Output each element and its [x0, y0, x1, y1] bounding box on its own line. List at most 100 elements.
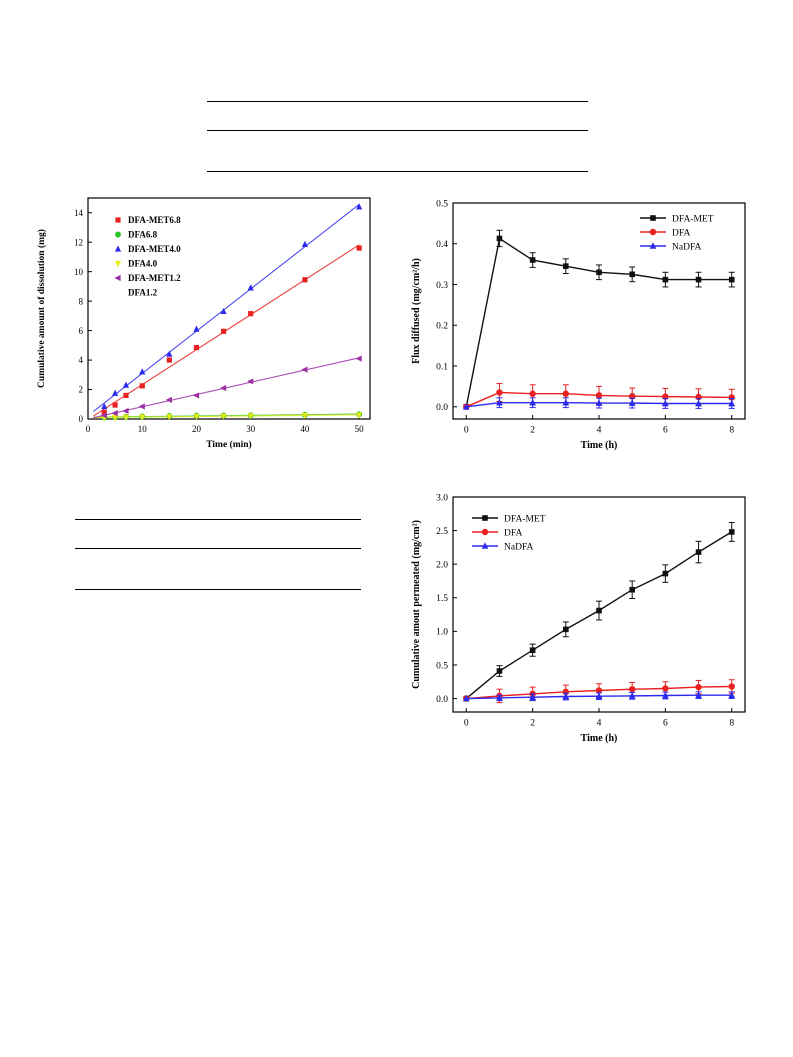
data-point — [193, 413, 200, 420]
data-point — [166, 357, 172, 363]
data-point — [112, 402, 118, 408]
legend-label: NaDFA — [504, 542, 534, 552]
data-point — [662, 399, 669, 407]
data-point — [728, 691, 736, 699]
legend-marker — [649, 242, 657, 249]
data-point — [355, 355, 362, 362]
y-tick-label: 0.5 — [436, 661, 448, 671]
data-point — [529, 398, 536, 406]
legend-label: DFA-MET4.0 — [128, 244, 181, 254]
y-tick-label: 2.0 — [436, 561, 448, 571]
data-point — [595, 392, 603, 399]
x-axis-title: Time (h) — [581, 440, 618, 451]
data-point — [563, 626, 569, 633]
data-point — [563, 263, 569, 269]
data-point — [496, 398, 503, 406]
legend: DFA-MET DFA NaDFA — [472, 514, 546, 552]
legend-label: DFA6.8 — [128, 230, 158, 240]
legend-marker — [114, 245, 122, 252]
x-tick-label: 30 — [246, 424, 256, 434]
y-tick-label: 1.5 — [436, 594, 448, 604]
data-point — [562, 692, 570, 700]
data-point — [219, 384, 227, 392]
data-point — [247, 284, 254, 291]
data-point — [695, 549, 702, 555]
table2-header-rule — [75, 548, 361, 549]
x-tick-label: 0 — [464, 426, 469, 436]
series-dfa-met6-8 — [93, 244, 362, 417]
data-point — [529, 647, 536, 653]
y-tick-label: 12 — [74, 237, 83, 247]
fit-line — [93, 414, 360, 419]
legend-marker — [114, 274, 121, 282]
data-point — [248, 311, 254, 317]
y-axis-title: Cumulative amount of dissolution (mg) — [36, 229, 47, 388]
legend-label: DFA1.2 — [128, 288, 158, 298]
data-point — [462, 694, 470, 702]
data-point — [356, 203, 363, 210]
x-tick-label: 8 — [729, 719, 734, 729]
data-point — [101, 402, 108, 410]
data-point — [695, 691, 702, 699]
series-dfa-met — [463, 229, 735, 410]
data-point — [122, 414, 130, 421]
data-point — [122, 381, 130, 388]
data-point — [166, 414, 173, 421]
data-point — [220, 413, 227, 420]
data-point — [112, 414, 119, 422]
legend-label: DFA — [504, 528, 522, 538]
y-tick-label: 0.0 — [436, 695, 448, 705]
data-point — [728, 529, 735, 535]
data-point — [193, 344, 200, 351]
x-tick-label: 2 — [530, 426, 535, 436]
y-tick-label: 4 — [79, 355, 84, 365]
x-tick-label: 0 — [464, 719, 469, 729]
data-point — [496, 235, 503, 242]
legend-marker — [649, 228, 657, 236]
y-tick-label: 8 — [79, 296, 84, 306]
data-point — [595, 399, 603, 406]
table1-top-rule — [207, 101, 588, 102]
x-tick-label: 40 — [300, 424, 310, 434]
fit-line — [93, 357, 360, 419]
legend-label: DFA — [672, 228, 690, 238]
legend-marker — [114, 260, 122, 268]
data-point — [595, 687, 603, 694]
legend-label: NaDFA — [672, 242, 702, 252]
fit-line — [93, 244, 360, 417]
x-tick-label: 2 — [530, 719, 535, 729]
data-point — [356, 412, 363, 419]
legend-label: DFA4.0 — [128, 259, 158, 269]
series-dfa-met4-0 — [93, 203, 363, 412]
y-tick-label: 0.3 — [436, 281, 448, 291]
x-tick-label: 0 — [86, 424, 91, 434]
data-point — [122, 407, 129, 414]
data-point — [462, 402, 470, 410]
table2-top-rule — [75, 519, 361, 520]
x-tick-label: 10 — [138, 424, 148, 434]
data-point — [662, 570, 669, 577]
flux-diffused-chart: 0 2 4 6 8 0.0 0.1 0.2 0.3 0.4 0.5 Time (h) Flux diff… — [411, 199, 746, 451]
data-point — [101, 409, 107, 415]
series-dfa-met — [463, 522, 735, 702]
data-point — [629, 586, 635, 593]
data-point — [123, 392, 129, 399]
legend-label: DFA-MET — [672, 214, 714, 224]
y-tick-label: 0.2 — [436, 322, 448, 332]
series-dfa-met1-2 — [93, 355, 362, 419]
legend-label: DFA-MET1.2 — [128, 273, 181, 283]
data-point — [496, 668, 503, 674]
y-tick-label: 0.5 — [436, 199, 448, 209]
data-point — [139, 368, 146, 375]
data-point — [529, 257, 536, 263]
data-point — [247, 378, 254, 385]
y-tick-label: 1.0 — [436, 628, 448, 638]
y-tick-label: 10 — [74, 267, 84, 277]
fit-line — [93, 204, 360, 412]
data-point — [301, 366, 308, 373]
data-point — [139, 414, 146, 421]
y-tick-label: 0.4 — [436, 240, 448, 250]
table2-bottom-rule — [75, 589, 361, 590]
y-tick-label: 0.0 — [436, 403, 448, 413]
data-point — [165, 396, 172, 403]
